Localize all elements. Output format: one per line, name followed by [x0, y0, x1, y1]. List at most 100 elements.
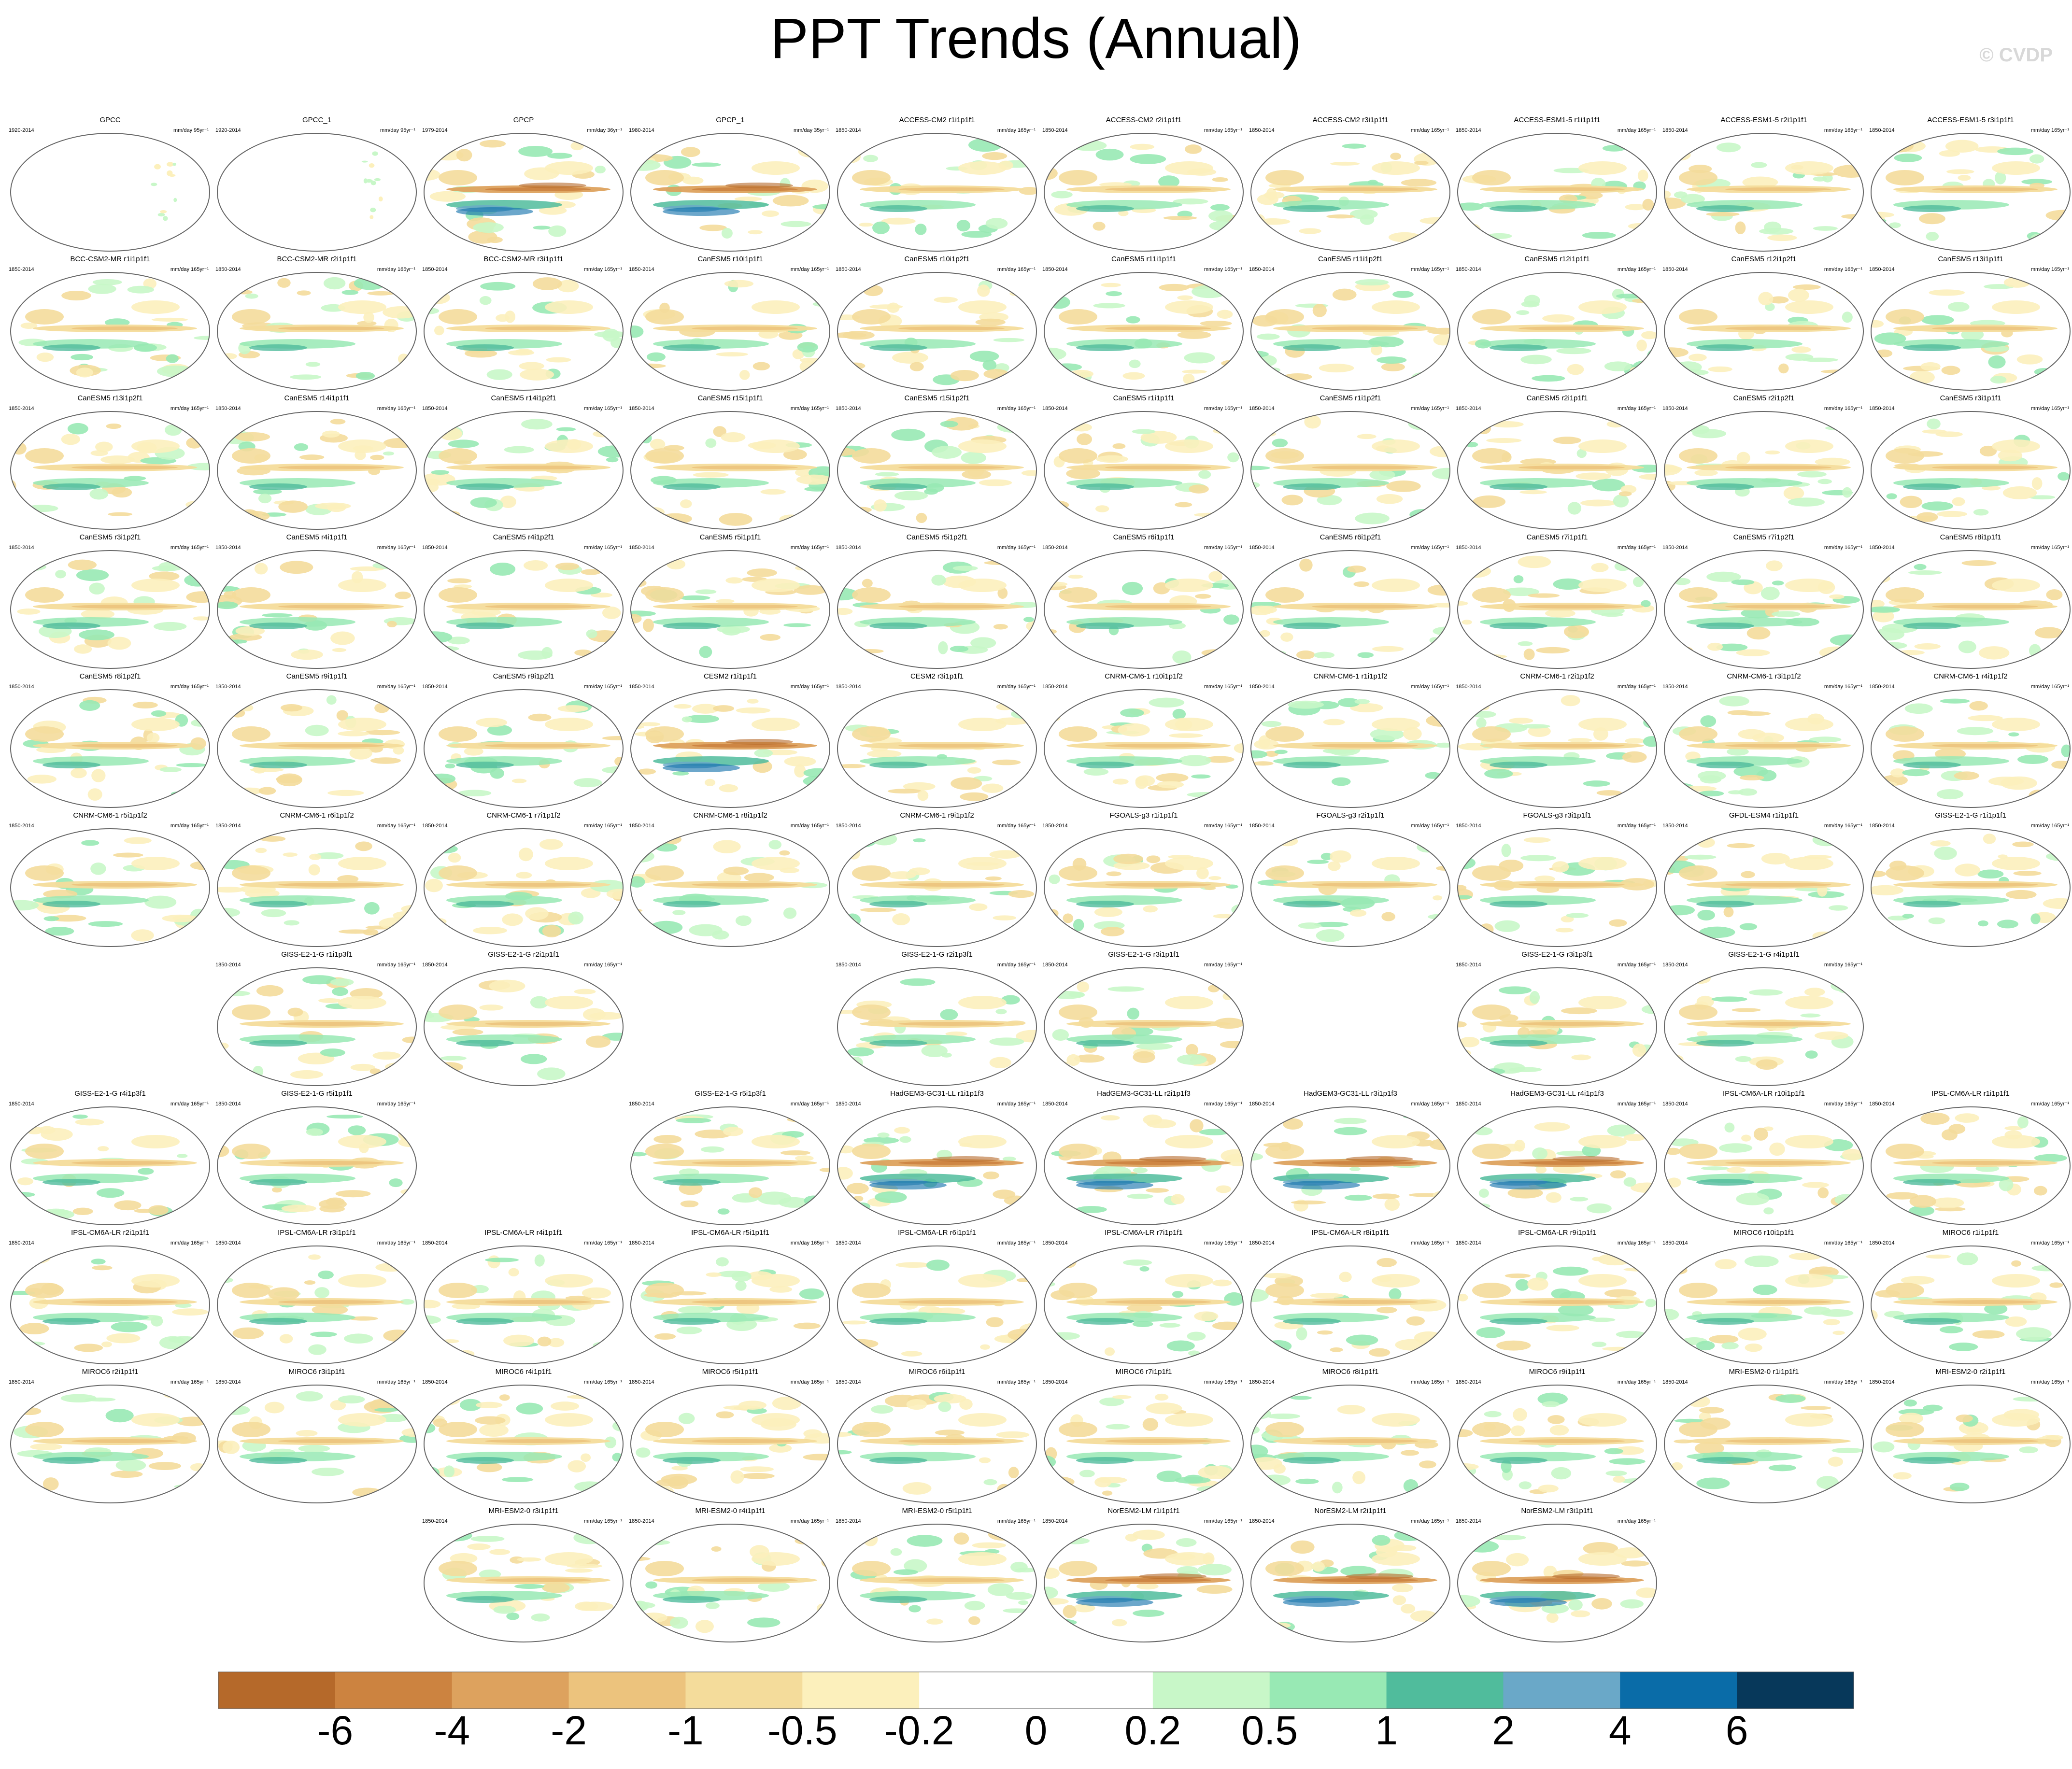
panel-period: 1850-2014 — [1456, 823, 1481, 829]
map-panel: CanESM5 r4i1p2f1 1850-2014 mm/day 165yr⁻¹ — [422, 533, 624, 669]
map-outline — [217, 828, 417, 947]
panel-units: mm/day 165yr⁻¹ — [1411, 127, 1449, 133]
panel-title: GPCP_1 — [716, 116, 744, 124]
panel-units: mm/day 165yr⁻¹ — [791, 1518, 829, 1524]
trend-field — [217, 975, 416, 1079]
colorbar-swatch — [1152, 1672, 1270, 1709]
panel-units: mm/day 165yr⁻¹ — [1618, 127, 1656, 133]
map-panel: BCC-CSM2-MR r1i1p1f1 1850-2014 mm/day 165y… — [9, 255, 210, 391]
panel-title: CNRM-CM6-1 r2i1p1f2 — [1520, 672, 1594, 680]
trend-field — [151, 162, 177, 221]
map-panel: MRI-ESM2-0 r5i1p1f1 1850-2014 mm/day 165yr… — [836, 1507, 1037, 1642]
panel-title: CanESM5 r14i1p1f1 — [284, 394, 349, 402]
map-panel: CanESM5 r1i1p2f1 1850-2014 mm/day 165yr⁻¹ — [1249, 394, 1450, 530]
panel-title: CanESM5 r12i1p1f1 — [1524, 255, 1589, 263]
trend-field — [1458, 695, 1657, 796]
panel-period: 1850-2014 — [629, 1101, 654, 1107]
map-panel: CNRM-CM6-1 r2i1p1f2 1850-2014 mm/day 165yr… — [1456, 672, 1657, 808]
panel-units: mm/day 165yr⁻¹ — [791, 267, 829, 272]
map-outline — [1871, 1245, 2071, 1364]
map-panel: ACCESS-CM2 r2i1p1f1 1850-2014 mm/day 165yr… — [1042, 116, 1244, 252]
map-outline — [217, 411, 417, 530]
map-panel: MRI-ESM2-0 r4i1p1f1 1850-2014 mm/day 165yr… — [629, 1507, 830, 1642]
map-outline — [1871, 272, 2071, 391]
panel-period: 1850-2014 — [1662, 962, 1688, 968]
map-panel: CanESM5 r8i1p2f1 1850-2014 mm/day 165yr⁻¹ — [9, 672, 210, 808]
map-panel: CanESM5 r5i1p1f1 1850-2014 mm/day 165yr⁻¹ — [629, 533, 830, 669]
trend-field — [631, 698, 830, 793]
map-outline — [1250, 133, 1450, 252]
panel-units: mm/day 165yr⁻¹ — [1411, 1240, 1449, 1246]
map-outline — [837, 1245, 1037, 1364]
panel-title: GISS-E2-1-G r1i1p1f1 — [1935, 811, 2006, 820]
panel-units: mm/day 165yr⁻¹ — [377, 1101, 415, 1107]
trend-field — [222, 276, 416, 380]
panel-period: 1850-2014 — [1662, 127, 1688, 133]
panel-units: mm/day 165yr⁻¹ — [1618, 823, 1656, 829]
panel-period: 1850-2014 — [836, 545, 861, 551]
panel-units: mm/day 35yr⁻¹ — [794, 127, 829, 133]
map-panel: NorESM2-LM r1i1p1f1 1850-2014 mm/day 165yr… — [1042, 1507, 1244, 1642]
map-outline — [1664, 689, 1864, 808]
trend-field — [1251, 415, 1450, 524]
panel-title: MIROC6 r2i1p1f1 — [82, 1368, 139, 1376]
map-panel: NorESM2-LM r2i1p1f1 1850-2014 mm/day 165yr… — [1249, 1507, 1450, 1642]
panel-units: mm/day 165yr⁻¹ — [584, 267, 622, 272]
panel-title: GPCC — [99, 116, 121, 124]
map-panel: CESM2 r3i1p1f1 1850-2014 mm/day 165yr⁻¹ — [836, 672, 1037, 808]
panel-period: 1850-2014 — [9, 545, 34, 551]
map-panel: IPSL-CM6A-LR r9i1p1f1 1850-2014 mm/day 165… — [1456, 1229, 1657, 1364]
panel-period: 1850-2014 — [1042, 684, 1068, 690]
map-outline — [10, 133, 210, 252]
panel-title: NorESM2-LM r3i1p1f1 — [1521, 1507, 1593, 1515]
panel-period: 1850-2014 — [836, 1379, 861, 1385]
colorbar-tick-label: 4 — [1609, 1708, 1632, 1753]
map-panel: MIROC6 r3i1p1f1 1850-2014 mm/day 165yr⁻¹ — [215, 1368, 417, 1503]
colorbar-swatch — [452, 1672, 569, 1709]
panel-units: mm/day 165yr⁻¹ — [1824, 684, 1862, 690]
colorbar-tick-label: -0.2 — [884, 1708, 954, 1753]
panel-units: mm/day 165yr⁻¹ — [1204, 1101, 1242, 1107]
panel-period: 1850-2014 — [1662, 1379, 1688, 1385]
panel-units: mm/day 165yr⁻¹ — [170, 1101, 209, 1107]
map-panel: IPSL-CM6A-LR r8i1p1f1 1850-2014 mm/day 165… — [1249, 1229, 1450, 1364]
panel-units: mm/day 165yr⁻¹ — [584, 406, 622, 411]
colorbar-swatch — [1503, 1672, 1620, 1709]
panel-title: HadGEM3-GC31-LL r2i1p1f3 — [1097, 1090, 1191, 1098]
panel-units: mm/day 165yr⁻¹ — [1411, 1101, 1449, 1107]
panel-title: CESM2 r3i1p1f1 — [910, 672, 964, 680]
map-panel: ACCESS-CM2 r3i1p1f1 1850-2014 mm/day 165yr… — [1249, 116, 1450, 252]
map-panel: CanESM5 r14i1p2f1 1850-2014 mm/day 165yr⁻¹ — [422, 394, 624, 530]
trend-field — [361, 151, 383, 219]
map-panel: IPSL-CM6A-LR r2i1p1f1 1850-2014 mm/day 165… — [9, 1229, 210, 1364]
panel-units: mm/day 165yr⁻¹ — [1204, 1518, 1242, 1524]
map-outline — [1044, 828, 1244, 947]
panel-title: CanESM5 r4i1p1f1 — [286, 533, 348, 541]
map-panel: MIROC6 r5i1p1f1 1850-2014 mm/day 165yr⁻¹ — [629, 1368, 830, 1503]
panel-units: mm/day 165yr⁻¹ — [1411, 267, 1449, 272]
map-panel: MIROC6 r8i1p1f1 1850-2014 mm/day 165yr⁻¹ — [1249, 1368, 1450, 1503]
panel-title: CanESM5 r4i1p2f1 — [493, 533, 554, 541]
panel-units: mm/day 165yr⁻¹ — [1204, 823, 1242, 829]
panel-units: mm/day 165yr⁻¹ — [997, 1518, 1036, 1524]
trend-field — [631, 280, 830, 380]
map-panel: MIROC6 r2i1p1f1 1850-2014 mm/day 165yr⁻¹ — [9, 1368, 210, 1503]
trend-field — [1458, 1253, 1657, 1351]
panel-period: 1850-2014 — [1249, 1518, 1275, 1524]
panel-title: CanESM5 r2i1p1f1 — [1527, 394, 1588, 402]
panel-units: mm/day 165yr⁻¹ — [584, 1379, 622, 1385]
panel-units: mm/day 165yr⁻¹ — [997, 406, 1036, 411]
panel-period: 1850-2014 — [1662, 267, 1688, 272]
panel-title: CanESM5 r1i1p1f1 — [1113, 394, 1175, 402]
panel-period: 1850-2014 — [1042, 1101, 1068, 1107]
panel-title: CNRM-CM6-1 r1i1p1f2 — [1313, 672, 1387, 680]
panel-title: CanESM5 r11i1p1f1 — [1111, 255, 1176, 263]
map-outline — [1044, 133, 1244, 252]
panel-period: 1850-2014 — [1249, 1379, 1275, 1385]
colorbar-swatch — [218, 1672, 336, 1709]
map-outline — [630, 689, 830, 808]
panel-period: 1850-2014 — [215, 1101, 241, 1107]
panel-units: mm/day 165yr⁻¹ — [2031, 684, 2069, 690]
panel-period: 1850-2014 — [422, 684, 448, 690]
